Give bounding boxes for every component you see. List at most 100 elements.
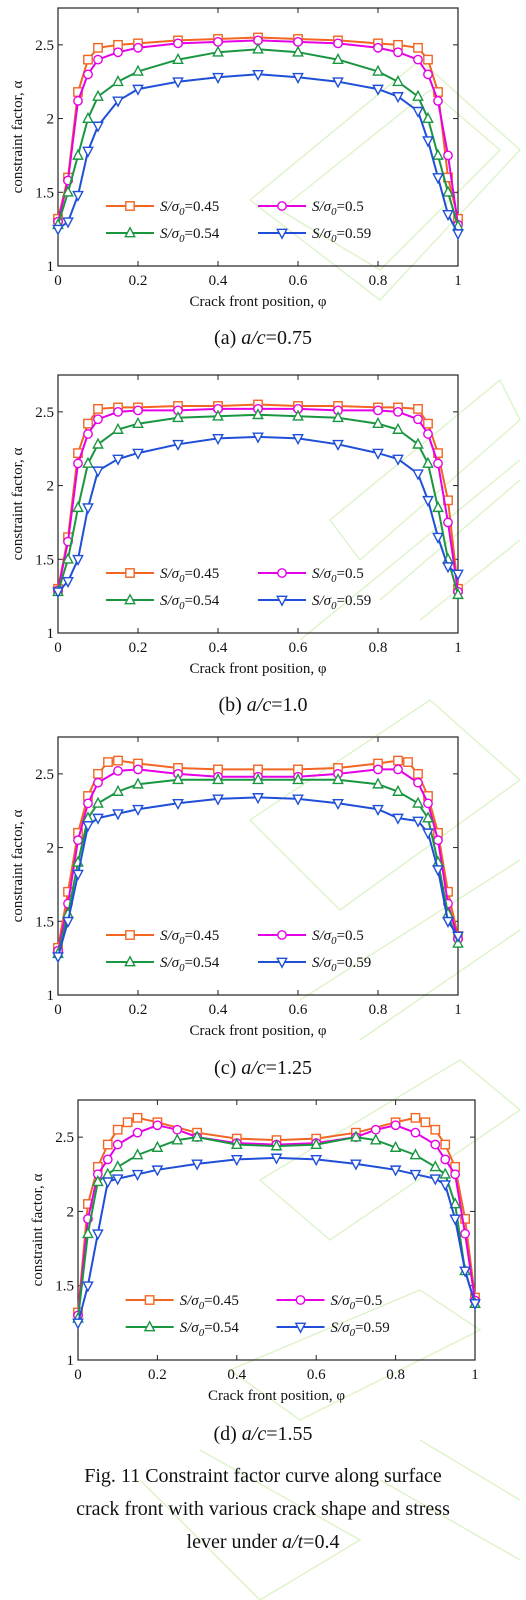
chart-c-legend-label-4: S/σ0=0.59 (312, 955, 371, 974)
chart-c-series-3-point (392, 784, 404, 796)
chart-a-series-3-point (292, 45, 304, 57)
chart-b-series-4-point (172, 439, 184, 451)
chart-d-series-4-point (191, 1159, 203, 1171)
chart-c-legend-label-3: S/σ0=0.54 (160, 955, 220, 974)
chart-c-series-4 (52, 793, 464, 964)
chart-c-series-4-point (412, 816, 424, 828)
chart-d-legend-label-3: S/σ0=0.54 (180, 1320, 240, 1339)
chart-b-y-axis-label: constraint factor, α (10, 448, 26, 561)
chart-d-series-4-point (270, 1153, 283, 1165)
chart-b-series-2-point (133, 405, 143, 416)
chart-d-series-1-point (430, 1124, 441, 1135)
chart-c-legend-label-2: S/σ0=0.5 (312, 928, 364, 947)
chart-d-series-4-point (439, 1180, 452, 1192)
chart-b-series-2-point (73, 458, 83, 469)
chart-b-series-3-point (172, 411, 184, 423)
chart-d-x-tick-label: 0.8 (386, 1367, 405, 1383)
chart-d-series-4-point (151, 1165, 164, 1177)
chart-b-y-tick-label: 1 (47, 626, 55, 642)
chart-b-series-4-point (432, 532, 444, 544)
figure-caption: Fig. 11 Constraint factor curve along su… (10, 1460, 516, 1559)
chart-c-legend-marker-1 (125, 930, 135, 940)
chart-c-series-3-point (132, 777, 144, 789)
chart-c-legend-label-1: S/σ0=0.45 (160, 928, 219, 947)
chart-b-series-3-point (292, 409, 304, 421)
chart-d-series-3-point (409, 1148, 422, 1160)
panel-caption-d-text: (d) a/c=1.55 (213, 1423, 313, 1445)
chart-d-series-2-point (172, 1124, 183, 1135)
chart-d-series-4-point (459, 1266, 471, 1278)
chart-a-series-2-point (73, 95, 83, 106)
chart-a-series-4-point (92, 121, 104, 133)
chart-c-legend-marker-3 (124, 955, 136, 967)
chart-c-legend: S/σ0=0.45 S/σ0=0.5 S/σ0=0.54 S/σ0=0.59 (106, 928, 371, 974)
chart-d-x-tick-label: 0.4 (227, 1367, 246, 1383)
chart-b-x-tick-label: 0.4 (209, 640, 228, 656)
chart-a-series-4-point (132, 84, 144, 96)
chart-a-series-3-point (92, 89, 104, 101)
chart-c-series-1-point (103, 757, 113, 767)
chart-d-series-2-point (152, 1120, 163, 1131)
chart-b-legend: S/σ0=0.45 S/σ0=0.5 S/σ0=0.54 S/σ0=0.59 (106, 566, 371, 612)
chart-c-x-tick-label: 0.8 (369, 1002, 388, 1018)
chart-b-series-1-point (93, 404, 103, 414)
chart-c-series-4-point (392, 813, 404, 825)
chart-d-series-3-point (389, 1140, 402, 1152)
chart-c-y-tick-label: 1.5 (35, 914, 54, 930)
chart-c-series-2-point (83, 798, 93, 809)
chart-b-series-3-point (412, 437, 424, 449)
chart-b-series-1-point (423, 418, 433, 429)
chart-d-series-3-point (111, 1160, 124, 1172)
chart-c-series-4-point (132, 804, 144, 816)
chart-b-series-2-point (113, 406, 123, 417)
chart-c-y-axis-label: constraint factor, α (10, 810, 26, 923)
chart-b-series-4-point (62, 577, 74, 589)
chart-a-series-4-point (252, 69, 264, 82)
chart-c: 0 0.2 0.4 0.6 0.8 1 1 1.5 2 2.5 Crack front positi… (10, 736, 464, 1039)
chart-b-series-2-point (373, 405, 383, 416)
chart-a-x-tick-label: 0.8 (369, 273, 388, 289)
chart-d-y-tick-label: 2 (67, 1204, 75, 1220)
panel-caption-b-text: (b) a/c=1.0 (218, 694, 308, 716)
chart-b-legend-marker-3 (124, 593, 136, 605)
chart-panel-b: 0 0.2 0.4 0.6 0.8 1 1 1.5 2 2.5 Crack front positi… (0, 0, 526, 730)
chart-b-series-2-point (433, 458, 443, 469)
chart-c-series-3-point (422, 811, 434, 823)
chart-a-series-4-point (292, 72, 304, 84)
chart-b-series-3-point (432, 500, 444, 513)
chart-b-legend-label-4: S/σ0=0.59 (312, 593, 371, 612)
chart-b-series-3-point (212, 409, 224, 421)
chart-a-series-4-point (412, 106, 424, 118)
chart-c-legend-marker-2 (277, 930, 287, 940)
chart-a-legend-label-4: S/σ0=0.59 (312, 226, 371, 245)
chart-d-series-3-point (171, 1133, 184, 1145)
chart-a-series-2-point (83, 69, 93, 80)
chart-b-series-4-point (212, 433, 224, 446)
chart-d-series-4-point (429, 1174, 442, 1186)
chart-d-series-4-line (77, 1156, 476, 1324)
chart-c-series-2-point (373, 764, 383, 775)
chart-d-y-tick-label: 2.5 (55, 1130, 74, 1146)
chart-b-series-3-point (372, 416, 384, 429)
chart-a-series-3-point (212, 45, 224, 57)
chart-c-series-3-point (252, 773, 264, 785)
chart-d-x-tick-label: 1 (471, 1367, 479, 1383)
chart-d-series-3-point (350, 1130, 362, 1142)
chart-b-series-4 (52, 432, 464, 599)
chart-c-series-4-point (212, 794, 224, 806)
chart-c-series-2-point (133, 764, 143, 775)
chart-a-series-3-point (252, 42, 264, 54)
chart-a-series-2-point (393, 47, 403, 58)
chart-a-series-2 (53, 35, 463, 230)
chart-d-series-4-point (82, 1281, 94, 1293)
chart-c-y-tick-label: 2 (47, 841, 55, 857)
chart-d-x-tick-label: 0 (74, 1367, 82, 1383)
chart-a-series-3-point (412, 89, 424, 101)
chart-c-series-4-point (432, 865, 444, 877)
chart-c-series-4-point (172, 798, 184, 811)
chart-c-series-4-point (62, 916, 74, 928)
chart-a-x-tick-label: 0.2 (129, 273, 148, 289)
chart-c-series-4-point (442, 916, 454, 928)
chart-a-series-3-point (82, 111, 94, 123)
chart-b-series-1-point (83, 418, 93, 429)
